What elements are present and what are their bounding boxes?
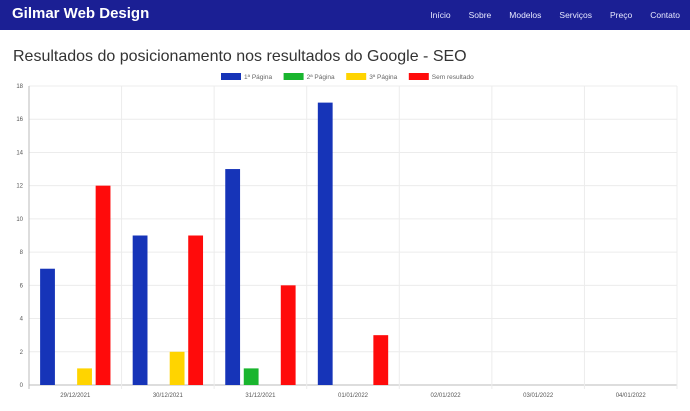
legend-swatch xyxy=(283,73,304,80)
bar xyxy=(95,185,111,385)
x-tick-label: 01/01/2022 xyxy=(338,393,369,399)
x-tick-label: 03/01/2022 xyxy=(523,393,554,399)
legend-swatch xyxy=(346,73,367,80)
legend-label: Sem resultado xyxy=(432,74,474,81)
page-title: Resultados do posicionamento nos resulta… xyxy=(13,48,467,65)
nav-contato[interactable]: Contato xyxy=(650,10,680,20)
bar-chart: 0 2 4 6 8 10 12 14 16 18 29/12/2021 30/12/2021 31/12… xyxy=(16,73,678,399)
x-tick-label: 29/12/2021 xyxy=(60,393,91,399)
y-tick-label: 14 xyxy=(16,150,23,156)
bar xyxy=(373,335,389,385)
y-tick-label: 12 xyxy=(16,184,23,190)
bar xyxy=(317,102,333,385)
nav-inicio[interactable]: Início xyxy=(430,10,451,20)
legend-swatch xyxy=(221,73,241,80)
x-tick-label: 31/12/2021 xyxy=(245,393,276,399)
y-tick-label: 4 xyxy=(20,317,24,323)
nav-menu: Início Sobre Modelos Serviços Preço Cont… xyxy=(430,0,680,30)
bar xyxy=(280,285,296,385)
nav-preco[interactable]: Preço xyxy=(610,10,633,20)
navbar: Gilmar Web Design Início Sobre Modelos S… xyxy=(0,0,690,30)
legend-label: 3ª Página xyxy=(369,74,397,81)
bar xyxy=(132,235,148,385)
y-tick-label: 2 xyxy=(20,350,24,356)
bar xyxy=(243,368,259,385)
y-tick-label: 16 xyxy=(16,117,23,123)
legend-swatch xyxy=(408,73,429,80)
y-tick-label: 10 xyxy=(16,217,23,223)
bar xyxy=(188,235,204,385)
x-tick-label: 30/12/2021 xyxy=(153,393,184,399)
nav-modelos[interactable]: Modelos xyxy=(509,10,542,20)
x-tick-label: 04/01/2022 xyxy=(616,393,647,399)
y-tick-label: 6 xyxy=(20,283,24,289)
nav-servicos[interactable]: Serviços xyxy=(559,10,592,20)
legend-label: 1ª Página xyxy=(244,74,272,81)
y-tick-label: 8 xyxy=(20,250,24,256)
bar xyxy=(40,268,55,385)
y-tick-label: 18 xyxy=(16,84,23,90)
bar xyxy=(169,351,185,385)
legend-label: 2ª Página xyxy=(307,74,335,81)
bar xyxy=(77,368,92,385)
brand-logo[interactable]: Gilmar Web Design xyxy=(12,5,150,22)
x-tick-label: 02/01/2022 xyxy=(431,393,462,399)
y-tick-label: 0 xyxy=(20,383,24,389)
bar xyxy=(225,169,241,385)
nav-sobre[interactable]: Sobre xyxy=(468,10,492,20)
